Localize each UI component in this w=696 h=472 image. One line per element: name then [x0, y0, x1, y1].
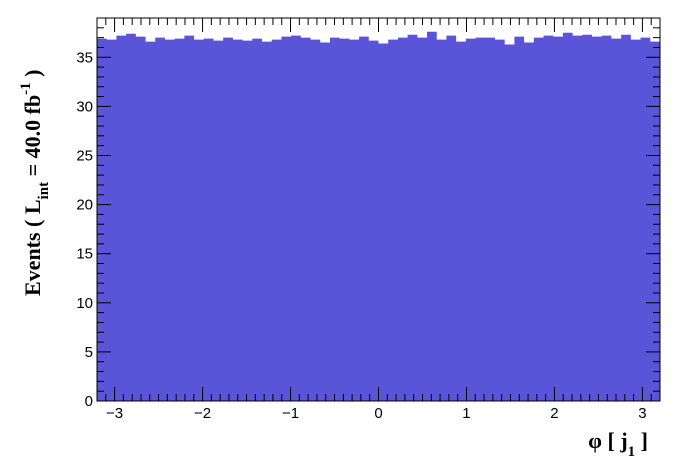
histogram-bars	[97, 31, 660, 401]
x-tick-label: −3	[106, 405, 123, 422]
y-tick-label: 30	[76, 98, 93, 115]
x-tick-label: 2	[550, 405, 558, 422]
y-tick-label: 15	[76, 246, 93, 263]
x-tick-label: 1	[462, 405, 470, 422]
y-tick-label: 5	[85, 344, 93, 361]
x-axis-tick-labels: −3 −2 −1 0 1 2 3	[106, 405, 647, 422]
y-axis-tick-labels: 0 5 10 15 20 25 30 35	[76, 49, 93, 410]
x-axis-title-main: φ [ j	[588, 428, 627, 453]
x-axis-title-subscript: 1	[628, 444, 636, 460]
y-axis-ticks	[97, 27, 660, 402]
y-axis-title: Events ( Lint = 40.0 fb-1 )	[18, 69, 52, 296]
x-tick-label: −1	[282, 405, 299, 422]
y-axis-title-end: )	[20, 69, 45, 82]
x-tick-label: 0	[374, 405, 382, 422]
x-tick-label: −2	[194, 405, 211, 422]
y-axis-title-mid: = 40.0 fb	[20, 95, 45, 182]
y-tick-label: 0	[85, 393, 93, 410]
x-axis-title-end: ]	[635, 428, 648, 453]
x-tick-label: 3	[638, 405, 646, 422]
y-tick-label: 10	[76, 295, 93, 312]
y-axis-title-superscript: -1	[18, 82, 34, 95]
y-tick-label: 35	[76, 49, 93, 66]
y-tick-label: 20	[76, 197, 93, 214]
x-axis-title: φ [ j1 ]	[588, 428, 648, 460]
y-axis-title-subscript: int	[36, 182, 52, 200]
x-axis-ticks	[96, 18, 661, 401]
y-axis-title-main: Events ( L	[20, 199, 45, 296]
y-tick-label: 25	[76, 147, 93, 164]
